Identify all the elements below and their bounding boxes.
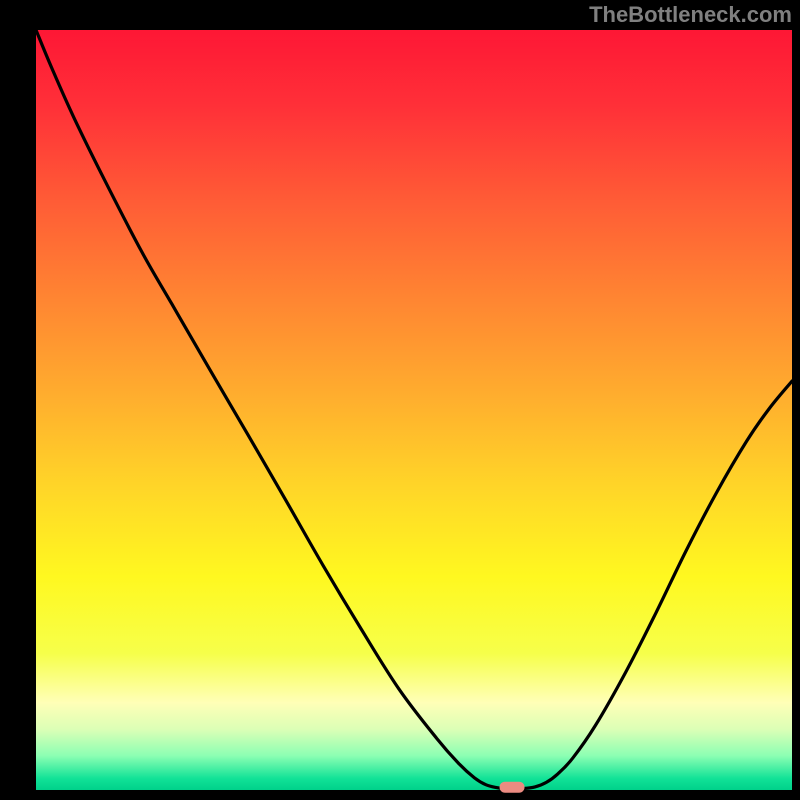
minimum-marker xyxy=(500,782,525,793)
plot-area xyxy=(36,30,792,790)
attribution-text: TheBottleneck.com xyxy=(589,2,792,28)
gradient-background xyxy=(36,30,792,790)
